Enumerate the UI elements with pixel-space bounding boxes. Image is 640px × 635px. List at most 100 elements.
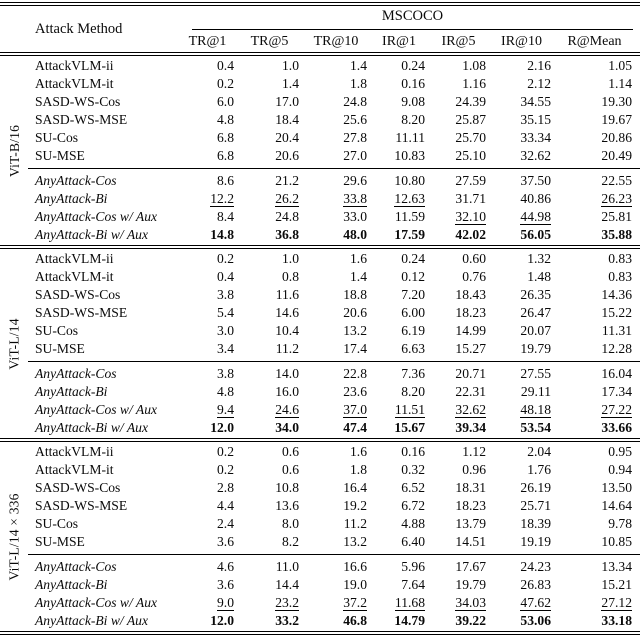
value-cell: 14.4 — [237, 576, 302, 594]
table-row: AnyAttack-Bi 3.6 14.4 19.0 7.64 19.79 26.83 15.… — [30, 576, 640, 594]
table-row: SASD-WS-Cos 6.0 17.0 24.8 9.08 24.39 34.55 19.3… — [30, 93, 640, 111]
value-cell: 11.51 — [370, 401, 428, 419]
value-cell: 23.6 — [302, 383, 370, 401]
value-cell: 24.6 — [237, 401, 302, 419]
value-cell: 4.8 — [178, 111, 237, 129]
metric-column-header: TR@10 — [313, 33, 359, 49]
table-row: SASD-WS-Cos 2.8 10.8 16.4 6.52 18.31 26.19 13.5… — [30, 479, 640, 497]
value-text: 3.4 — [217, 341, 234, 356]
model-group: ViT-B/16 AttackVLM-ii 0.4 1.0 1.4 0.24 1.08 2.1… — [0, 56, 640, 245]
value-cell: 11.11 — [370, 129, 428, 147]
value-cell: 1.12 — [428, 443, 489, 461]
value-cell: 27.55 — [489, 365, 554, 383]
value-text: 6.63 — [401, 341, 425, 356]
value-cell: 0.16 — [370, 75, 428, 93]
value-cell: 1.05 — [554, 57, 635, 75]
value-text: 14.99 — [455, 323, 486, 338]
value-text: 11.0 — [275, 559, 299, 574]
value-cell: 8.20 — [370, 111, 428, 129]
value-text: 33.0 — [343, 209, 367, 224]
value-text: 5.4 — [217, 305, 234, 320]
value-text: 0.2 — [217, 444, 234, 459]
value-text: 1.08 — [462, 58, 486, 73]
table-row: AnyAttack-Bi 12.2 26.2 33.8 12.63 31.71 40.86 2… — [30, 190, 640, 208]
value-text: 23.2 — [275, 595, 299, 611]
value-text: 11.51 — [394, 402, 425, 418]
value-cell: 1.16 — [428, 75, 489, 93]
method-cell: AnyAttack-Cos — [35, 173, 117, 188]
value-cell: 22.31 — [428, 383, 489, 401]
value-text: 25.87 — [455, 112, 486, 127]
method-cell: AttackVLM-it — [35, 269, 114, 284]
value-cell: 18.8 — [302, 286, 370, 304]
value-cell: 32.10 — [428, 208, 489, 226]
method-cell: SU-MSE — [35, 148, 85, 163]
value-text: 12.0 — [210, 613, 234, 628]
value-cell: 0.12 — [370, 268, 428, 286]
value-text: 19.19 — [520, 534, 551, 549]
value-cell: 16.0 — [237, 383, 302, 401]
value-cell: 0.4 — [178, 57, 237, 75]
group-rule — [0, 245, 640, 249]
value-text: 9.78 — [608, 516, 632, 531]
value-cell: 19.2 — [302, 497, 370, 515]
metric-column-header: IR@1 — [382, 33, 416, 49]
value-cell: 20.71 — [428, 365, 489, 383]
value-text: 27.22 — [601, 402, 632, 418]
value-text: 35.15 — [520, 112, 551, 127]
value-text: 0.24 — [401, 58, 425, 73]
value-text: 1.14 — [608, 76, 632, 91]
value-text: 19.79 — [520, 341, 551, 356]
value-cell: 26.47 — [489, 304, 554, 322]
metric-column-header: R@Mean — [567, 33, 622, 49]
value-text: 18.43 — [455, 287, 486, 302]
value-text: 33.8 — [343, 191, 367, 207]
value-text: 7.20 — [401, 287, 425, 302]
value-cell: 16.4 — [302, 479, 370, 497]
value-text: 33.2 — [275, 613, 299, 628]
value-text: 3.0 — [217, 323, 234, 338]
value-cell: 13.2 — [302, 533, 370, 551]
value-text: 12.28 — [601, 341, 632, 356]
value-text: 6.0 — [217, 94, 234, 109]
value-cell: 2.4 — [178, 515, 237, 533]
value-text: 22.8 — [343, 366, 367, 381]
value-text: 0.32 — [401, 462, 425, 477]
value-text: 4.88 — [401, 516, 425, 531]
value-text: 27.0 — [343, 148, 367, 163]
value-text: 0.16 — [401, 444, 425, 459]
value-text: 15.21 — [601, 577, 632, 592]
value-cell: 25.87 — [428, 111, 489, 129]
value-cell: 0.2 — [178, 250, 237, 268]
value-text: 4.8 — [217, 112, 234, 127]
value-text: 14.8 — [210, 227, 234, 242]
value-cell: 0.60 — [428, 250, 489, 268]
value-cell: 12.2 — [178, 190, 237, 208]
value-cell: 6.00 — [370, 304, 428, 322]
value-cell: 1.0 — [237, 57, 302, 75]
table-row: SASD-WS-Cos 3.8 11.6 18.8 7.20 18.43 26.35 14.3… — [30, 286, 640, 304]
value-cell: 5.96 — [370, 558, 428, 576]
value-cell: 14.0 — [237, 365, 302, 383]
value-text: 13.6 — [275, 498, 299, 513]
value-text: 33.66 — [601, 420, 632, 435]
value-text: 19.0 — [343, 577, 367, 592]
value-cell: 3.0 — [178, 322, 237, 340]
value-cell: 0.2 — [178, 461, 237, 479]
value-text: 1.6 — [350, 444, 367, 459]
value-cell: 13.79 — [428, 515, 489, 533]
table-row: AnyAttack-Bi w/ Aux 12.0 33.2 46.8 14.79 39.2… — [30, 612, 640, 630]
value-cell: 37.0 — [302, 401, 370, 419]
table-row: SASD-WS-MSE 4.4 13.6 19.2 6.72 18.23 25.71 14.6… — [30, 497, 640, 515]
value-text: 2.16 — [527, 58, 551, 73]
value-cell: 18.43 — [428, 286, 489, 304]
value-text: 25.6 — [343, 112, 367, 127]
value-text: 14.0 — [275, 366, 299, 381]
value-text: 0.6 — [282, 444, 299, 459]
value-cell: 0.83 — [554, 250, 635, 268]
value-text: 25.71 — [520, 498, 551, 513]
value-text: 12.63 — [394, 191, 425, 207]
value-text: 6.72 — [401, 498, 425, 513]
value-cell: 31.71 — [428, 190, 489, 208]
